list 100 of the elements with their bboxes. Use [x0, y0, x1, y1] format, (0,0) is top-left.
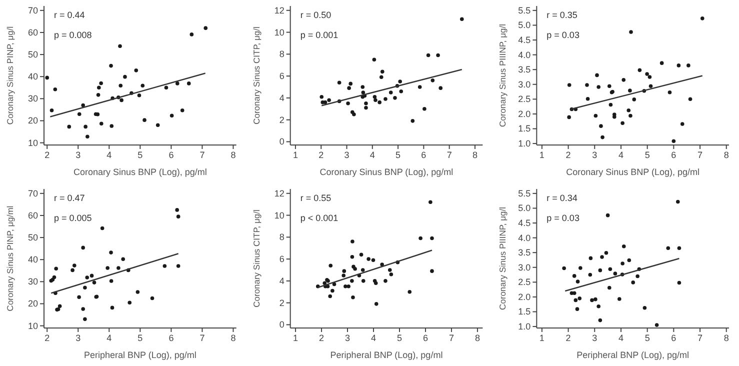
x-tick-label: 5	[396, 333, 402, 343]
x-tick-label: 3	[76, 150, 81, 160]
x-tick-label: 4	[106, 333, 112, 343]
x-tick-label: 4	[370, 333, 376, 343]
y-tick-label: 50	[28, 232, 38, 243]
y-tick-label: 10	[274, 27, 284, 38]
x-tick-label: 8	[230, 333, 236, 343]
y-tick-label: 20	[28, 116, 38, 126]
annotation: p = 0.008	[54, 30, 92, 40]
y-tick-label: 3.0	[518, 262, 531, 272]
y-tick-label: 1.0	[518, 138, 531, 148]
y-axis-title: Coronary Sinus PINP, μg/ml	[5, 206, 15, 312]
annotation: r = 0.35	[546, 10, 578, 20]
x-tick-label: 1	[293, 333, 298, 343]
y-tick-label: 4.5	[518, 34, 531, 45]
y-tick-label: 8	[279, 232, 284, 242]
x-tick-label: 7	[448, 333, 454, 343]
y-tick-label: 3.5	[518, 248, 531, 258]
x-tick-label: 8	[230, 150, 236, 160]
y-tick-label: 5.5	[518, 188, 531, 198]
y-tick-label: 4.5	[518, 218, 531, 228]
y-tick-label: 3.0	[518, 79, 531, 90]
x-tick-label: 6	[671, 150, 676, 160]
y-tick-label: 12	[274, 5, 284, 16]
y-tick-label: 8	[279, 49, 284, 60]
annotation: r = 0.47	[54, 193, 85, 203]
y-tick-label: 50	[28, 50, 38, 60]
annotation: r = 0.50	[300, 10, 332, 20]
y-tick-label: 40	[28, 254, 38, 265]
x-tick-label: 8	[474, 333, 480, 343]
y-tick-label: 5.0	[518, 20, 531, 30]
x-tick-label: 3	[592, 333, 598, 343]
x-tick-label: 7	[200, 333, 205, 343]
y-tick-label: 5.5	[518, 5, 531, 16]
y-tick-label: 3.5	[518, 64, 531, 75]
x-axis-title: Coronary Sinus BNP (Log), pg/ml	[320, 167, 454, 177]
x-tick-label: 5	[644, 150, 650, 160]
x-tick-label: 7	[200, 150, 205, 160]
x-tick-label: 5	[396, 150, 401, 160]
y-tick-label: 6	[279, 71, 284, 82]
annotation: r = 0.44	[54, 10, 85, 20]
y-tick-label: 2.5	[518, 94, 531, 104]
y-tick-label: 30	[28, 94, 38, 104]
y-tick-label: 0	[279, 136, 284, 147]
x-tick-label: 2	[566, 333, 571, 343]
annotation: p = 0.001	[300, 30, 338, 40]
x-axis-title: Peripheral BNP (Log), pg/ml	[84, 350, 196, 360]
y-tick-label: 4	[279, 92, 284, 103]
annotation: p = 0.005	[54, 213, 92, 223]
x-tick-label: 1	[292, 150, 298, 160]
y-tick-label: 1.0	[518, 321, 531, 332]
y-tick-label: 2	[279, 298, 284, 308]
x-tick-label: 4	[618, 150, 624, 160]
y-tick-label: 10	[28, 320, 38, 331]
y-axis-title: Coronary Sinus PIIINP, μg/l	[498, 206, 508, 310]
x-tick-label: 8	[472, 150, 478, 160]
x-tick-label: 3	[76, 333, 81, 343]
y-tick-label: 20	[28, 298, 38, 309]
y-tick-label: 2.5	[518, 277, 531, 288]
annotation: p = 0.03	[546, 213, 580, 223]
x-tick-label: 6	[421, 150, 426, 160]
x-tick-label: 6	[168, 333, 174, 343]
y-tick-label: 2.0	[518, 292, 531, 302]
x-tick-label: 1	[539, 150, 544, 160]
y-axis-title: Coronary Sinus PIIINP, μg/l	[498, 24, 508, 128]
x-tick-label: 7	[698, 150, 703, 160]
y-tick-label: 1.5	[518, 306, 531, 317]
x-tick-label: 3	[344, 150, 350, 160]
y-tick-label: 4.0	[518, 232, 531, 243]
y-tick-label: 2	[279, 114, 284, 125]
y-tick-label: 10	[274, 210, 284, 220]
y-tick-label: 70	[28, 5, 38, 16]
x-axis-title: Coronary Sinus BNP (Log), pg/ml	[566, 167, 700, 177]
x-tick-label: 4	[106, 150, 112, 160]
x-tick-label: 5	[644, 333, 650, 343]
x-tick-label: 4	[618, 333, 624, 343]
x-tick-label: 8	[724, 333, 729, 343]
x-tick-label: 6	[422, 333, 428, 343]
y-tick-label: 12	[274, 188, 284, 198]
annotation: r = 0.34	[546, 193, 578, 203]
annotation: r = 0.55	[300, 193, 332, 203]
y-axis-title: Coronary Sinus CITP, μg/l	[251, 209, 262, 308]
x-tick-label: 7	[446, 150, 452, 160]
y-tick-label: 60	[28, 27, 38, 38]
x-tick-label: 4	[370, 150, 375, 160]
y-axis-title: Coronary Sinus CITP, μg/l	[251, 26, 262, 124]
x-tick-label: 6	[671, 333, 676, 343]
x-tick-label: 1	[539, 333, 544, 343]
annotation: p = 0.03	[546, 30, 580, 40]
x-tick-label: 3	[345, 333, 350, 343]
x-tick-label: 7	[698, 333, 703, 343]
y-tick-label: 2.0	[518, 108, 531, 119]
x-tick-label: 2	[44, 333, 50, 343]
y-tick-label: 30	[28, 276, 38, 287]
y-tick-label: 10	[28, 138, 38, 148]
y-tick-label: 60	[28, 210, 38, 220]
x-tick-label: 8	[724, 150, 729, 160]
y-axis-title: Coronary Sinus PINP, μg/l	[5, 26, 15, 125]
y-tick-label: 4	[279, 276, 284, 286]
x-tick-label: 2	[318, 150, 324, 160]
